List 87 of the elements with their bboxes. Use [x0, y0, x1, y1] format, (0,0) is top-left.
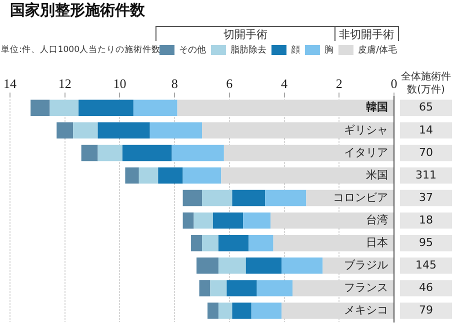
bar	[270, 212, 394, 229]
bar	[158, 167, 183, 184]
bar	[133, 100, 178, 116]
bar	[78, 100, 134, 116]
y-tick-label: 米国	[366, 168, 388, 182]
bar	[98, 122, 150, 139]
bar	[212, 212, 244, 229]
bar	[191, 234, 202, 252]
bar	[232, 302, 252, 319]
bar	[273, 234, 394, 252]
y-tick-label: 韓国	[366, 100, 388, 114]
y-tick-label: イタリア	[344, 146, 388, 159]
text: 切開手術	[223, 28, 268, 41]
y-tick-label: コロンビア	[333, 190, 388, 204]
bar	[218, 302, 232, 319]
bar	[322, 258, 394, 274]
text: 70	[419, 146, 433, 159]
bar	[226, 280, 257, 296]
bar	[182, 212, 194, 229]
bar	[265, 190, 306, 206]
y-tick-label: ブラジル	[344, 258, 388, 272]
bar	[194, 212, 213, 229]
text: 18	[419, 213, 433, 226]
bar	[122, 144, 172, 162]
text: 79	[419, 304, 433, 317]
text: 95	[419, 236, 433, 249]
bar	[207, 302, 218, 319]
bar	[251, 302, 282, 319]
bar	[248, 234, 274, 252]
x-tick-label: 4	[281, 76, 288, 92]
bar	[282, 302, 394, 319]
bar	[292, 280, 394, 296]
bar	[218, 234, 249, 252]
bar	[98, 144, 122, 162]
text: 非切開手術	[339, 28, 394, 41]
bar	[202, 190, 232, 206]
bar	[196, 258, 218, 274]
x-tick-label: 10	[113, 76, 126, 92]
y-tick-label: ギリシャ	[344, 123, 388, 136]
legend-label: 胸	[324, 44, 334, 56]
bar	[199, 280, 210, 296]
bar	[81, 144, 98, 162]
legend-label: その他	[178, 44, 206, 56]
text: 全体施術件数(万件)	[401, 70, 451, 96]
legend-label: 皮膚/体毛	[358, 44, 398, 56]
text: 311	[416, 168, 436, 182]
bar	[246, 258, 282, 274]
bar	[282, 258, 323, 274]
bar	[125, 167, 139, 184]
x-tick-label: 2	[336, 76, 342, 92]
y-tick-label: 日本	[366, 236, 388, 249]
bar	[202, 122, 394, 139]
legend-label: 顔	[290, 44, 300, 56]
bar	[218, 258, 246, 274]
bar	[256, 280, 293, 296]
bar	[202, 234, 218, 252]
bar	[243, 212, 271, 229]
text: 46	[419, 281, 433, 294]
legend-label: 脂肪除去	[230, 44, 266, 56]
x-tick-label: 0	[390, 76, 398, 92]
bar	[56, 122, 74, 139]
bar	[177, 100, 394, 116]
x-tick-label: 12	[58, 76, 72, 92]
x-tick-label: 8	[171, 76, 178, 92]
bar	[306, 190, 394, 206]
x-tick-label: 14	[4, 76, 17, 92]
bar	[150, 122, 202, 139]
text: 37	[419, 190, 433, 204]
bar	[224, 144, 394, 162]
text: 14	[419, 123, 433, 136]
y-tick-label: メキシコ	[344, 304, 388, 317]
bar	[182, 190, 202, 206]
y-tick-label: フランス	[344, 281, 388, 294]
bar	[73, 122, 98, 139]
bar	[50, 100, 79, 116]
bar	[172, 144, 224, 162]
bar	[232, 190, 266, 206]
bar	[210, 280, 227, 296]
bar	[182, 167, 222, 184]
bar	[138, 167, 158, 184]
text: 145	[416, 258, 436, 272]
x-tick-label: 6	[226, 76, 234, 92]
bar	[30, 100, 50, 116]
chart-title: 国家別整形施術件数	[10, 0, 146, 19]
text: 65	[419, 100, 433, 114]
bar	[221, 167, 394, 184]
y-tick-label: 台湾	[366, 213, 388, 226]
